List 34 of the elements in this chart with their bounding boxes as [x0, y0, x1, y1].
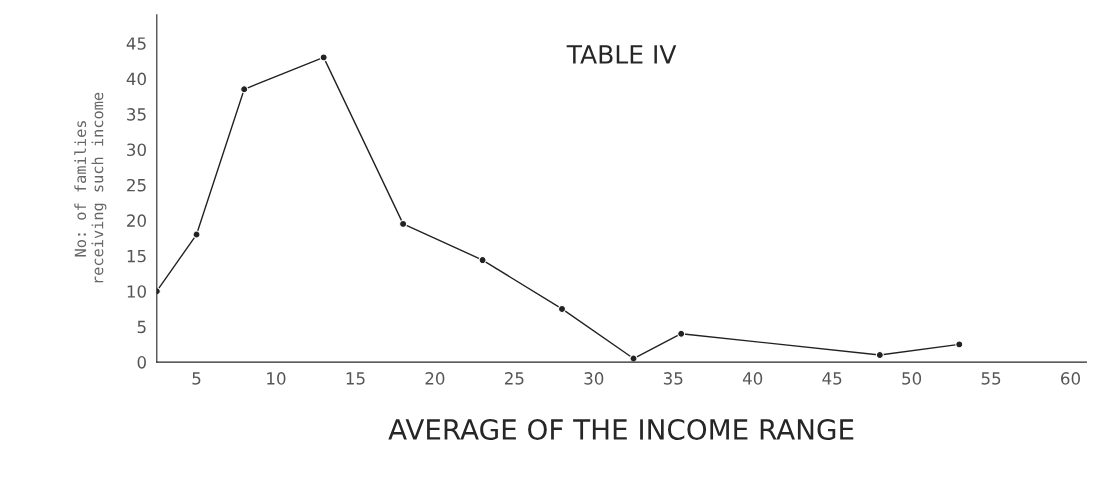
- point: [240, 85, 249, 94]
- point: [319, 53, 328, 62]
- x-tick-label: 35: [663, 372, 683, 385]
- x-tick-label: 40: [742, 372, 763, 385]
- point: [677, 329, 686, 338]
- y-tick-label: 25: [127, 178, 146, 192]
- y-tick-label: 40: [126, 72, 146, 86]
- point: [399, 219, 408, 228]
- y-tick-label: 0: [137, 356, 146, 369]
- x-tick-label: 45: [822, 372, 842, 385]
- y-tick-label: 10: [127, 285, 146, 298]
- x-tick-label: 50: [902, 372, 922, 385]
- y-tick-label: 45: [126, 37, 146, 50]
- x-tick-label: 25: [504, 372, 524, 385]
- y-tick-label: 5: [137, 320, 146, 334]
- y-tick-label: 35: [127, 108, 146, 121]
- point: [875, 351, 884, 359]
- point: [192, 230, 201, 239]
- point: [478, 256, 487, 265]
- x-axis-title: AVERAGE OF THE INCOME RANGE: [388, 418, 854, 440]
- y-tick-label: 20: [127, 214, 146, 227]
- y-axis-title: No: of families receiving such income: [74, 92, 107, 283]
- x-tick-label: 15: [346, 372, 365, 385]
- x-tick-label: 20: [425, 372, 445, 385]
- point: [955, 340, 964, 349]
- text: TABLE IV: [566, 45, 677, 64]
- x-tick-label: 30: [584, 372, 604, 385]
- y-tick-label: 30: [127, 143, 146, 157]
- x-tick-label: 60: [1061, 372, 1081, 385]
- x-tick-label: 5: [192, 372, 201, 385]
- x-tick-label: 55: [981, 372, 1001, 385]
- x-tick-label: 10: [267, 372, 286, 385]
- y-tick-label: 15: [127, 249, 146, 263]
- point: [558, 304, 566, 313]
